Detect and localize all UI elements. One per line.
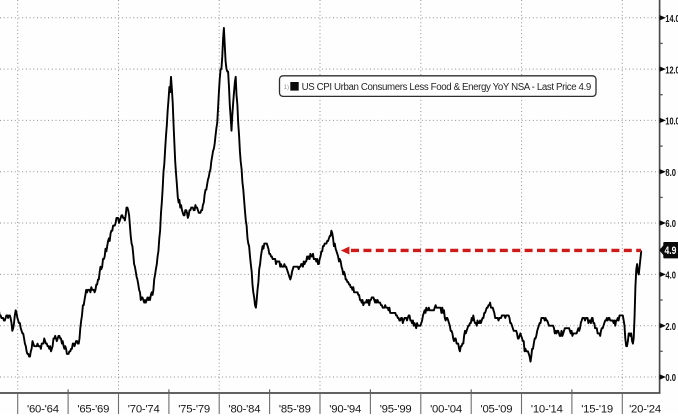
svg-text:'00-'04: '00-'04: [430, 403, 462, 414]
svg-text:10.0: 10.0: [665, 117, 678, 128]
svg-text:1): 1): [284, 84, 289, 91]
svg-text:8.0: 8.0: [665, 168, 676, 179]
svg-text:'75-'79: '75-'79: [178, 403, 210, 414]
svg-text:'15-'19: '15-'19: [581, 403, 613, 414]
svg-text:14.0: 14.0: [665, 14, 678, 25]
svg-text:'70-'74: '70-'74: [128, 403, 160, 414]
svg-text:'85-'89: '85-'89: [279, 403, 311, 414]
svg-text:US CPI Urban Consumers Less Fo: US CPI Urban Consumers Less Food & Energ…: [302, 82, 591, 93]
svg-text:'95-'99: '95-'99: [380, 403, 412, 414]
svg-text:4.9: 4.9: [665, 245, 677, 257]
svg-text:6.0: 6.0: [665, 219, 676, 230]
svg-text:'80-'84: '80-'84: [228, 403, 260, 414]
svg-text:'05-'09: '05-'09: [480, 403, 512, 414]
svg-text:'20-'24: '20-'24: [629, 403, 661, 414]
svg-text:0.0: 0.0: [665, 373, 676, 384]
svg-text:'10-'14: '10-'14: [531, 403, 563, 414]
svg-text:12.0: 12.0: [665, 65, 678, 76]
svg-text:4.0: 4.0: [665, 271, 676, 282]
svg-text:2.0: 2.0: [665, 322, 676, 333]
svg-text:'90-'94: '90-'94: [329, 403, 361, 414]
svg-text:'65-'69: '65-'69: [77, 403, 109, 414]
svg-text:'60-'64: '60-'64: [27, 403, 59, 414]
